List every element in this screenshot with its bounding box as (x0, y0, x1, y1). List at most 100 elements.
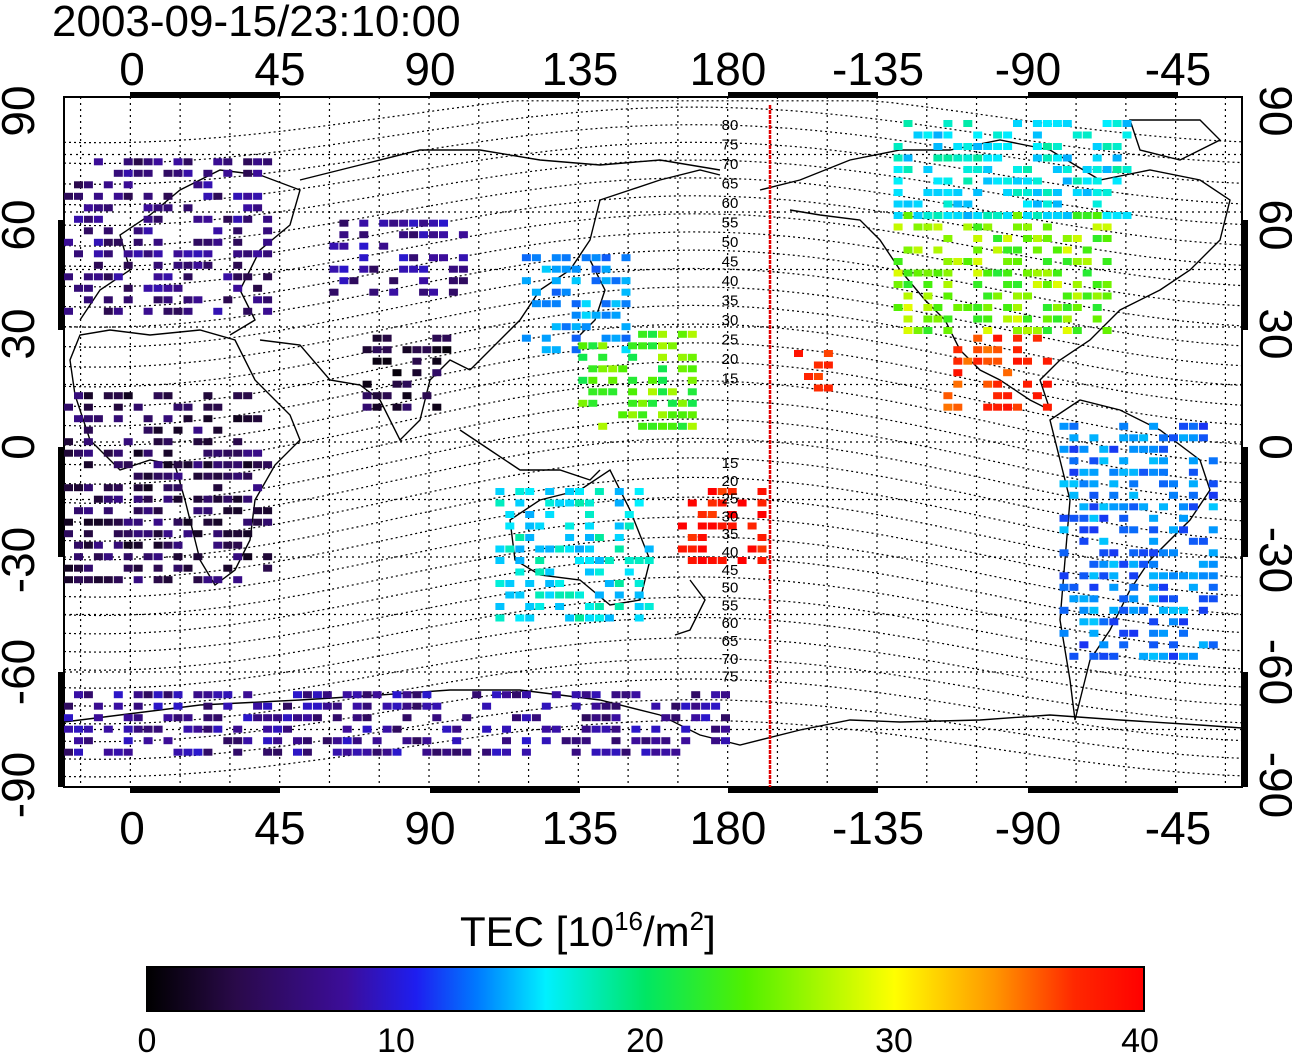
tec-pixel (963, 304, 973, 311)
tec-pixel (624, 511, 634, 518)
tec-pixel (223, 495, 233, 503)
tec-pixel (1079, 468, 1089, 476)
tec-pixel (263, 296, 273, 304)
tec-pixel (1139, 445, 1149, 453)
tec-pixel (1013, 177, 1022, 185)
tec-pixel (651, 725, 661, 733)
tec-pixel (183, 296, 193, 304)
tec-pixel (505, 522, 515, 530)
tec-pixel (452, 748, 462, 756)
tec-pixel (64, 449, 73, 457)
tec-pixel (93, 238, 103, 246)
tec-pixel (1023, 269, 1032, 277)
tec-pixel (973, 281, 983, 288)
tec-pixel (143, 725, 153, 733)
tec-pixel (525, 580, 535, 587)
tec-pixel (531, 714, 541, 722)
tec-pixel (143, 307, 153, 315)
tec-pixel (302, 714, 312, 722)
tec-pixel (332, 702, 342, 710)
frame-tick (728, 787, 878, 793)
tec-pixel (173, 748, 183, 756)
tec-pixel (943, 315, 953, 323)
tec-pixel (717, 499, 727, 507)
tec-pixel (163, 438, 173, 446)
tec-pixel (442, 346, 452, 354)
tec-pixel (621, 288, 631, 296)
tec-pixel (973, 346, 983, 354)
tec-pixel (571, 323, 581, 331)
tec-pixel (585, 499, 594, 507)
tec-pixel (658, 330, 667, 338)
tec-pixel (963, 357, 973, 365)
tec-pixel (737, 557, 747, 564)
tec-pixel (123, 261, 133, 269)
tec-pixel (933, 154, 943, 162)
tec-pixel (611, 691, 621, 699)
tec-pixel (213, 192, 223, 200)
tec-pixel (1069, 514, 1079, 522)
tec-pixel (711, 691, 721, 699)
tec-pixel (103, 725, 113, 733)
tec-pixel (1119, 503, 1129, 511)
tec-pixel (253, 169, 263, 177)
tec-pixel (153, 426, 163, 434)
tec-pixel (1023, 315, 1032, 323)
tec-pixel (903, 120, 913, 127)
tec-pixel (153, 158, 163, 166)
tec-pixel (402, 737, 412, 745)
tec-pixel (677, 422, 687, 430)
tec-pixel (993, 403, 1003, 411)
tec-pixel (594, 591, 604, 599)
contour-line (64, 457, 1242, 542)
tec-pixel (1208, 549, 1218, 557)
tec-pixel (943, 154, 953, 162)
tec-pixel (193, 530, 203, 538)
tec-pixel (585, 603, 594, 610)
tec-pixel (1188, 422, 1198, 430)
tec-pixel (183, 415, 193, 423)
tec-pixel (983, 315, 993, 323)
tec-pixel (1003, 392, 1013, 400)
tec-pixel (638, 399, 648, 407)
tec-pixel (339, 265, 349, 273)
tec-pixel (545, 568, 555, 576)
tec-pixel (143, 553, 153, 561)
tec-pixel (273, 725, 283, 733)
tec-pixel (263, 518, 273, 526)
tec-pixel (173, 564, 183, 572)
tec-pixel (123, 541, 133, 549)
tec-pixel (1208, 595, 1218, 603)
tec-pixel (143, 737, 153, 745)
contour-line (64, 267, 1242, 348)
tec-pixel (565, 534, 575, 541)
tec-pixel (551, 691, 561, 699)
tec-pixel (1072, 292, 1082, 300)
tec-pixel (677, 365, 687, 373)
left-tick-label: -30 (0, 527, 44, 593)
tec-pixel (1129, 480, 1139, 488)
tec-pixel (233, 725, 243, 733)
tec-pixel (611, 300, 621, 308)
tec-pixel (893, 166, 903, 173)
tec-pixel (412, 369, 422, 377)
tec-pixel (133, 541, 143, 549)
tec-pixel (1079, 526, 1089, 534)
tec-pixel (535, 591, 545, 599)
tec-pixel (153, 472, 163, 480)
tec-pixel (243, 192, 253, 200)
tec-pixel (903, 315, 913, 323)
tec-pixel (707, 511, 717, 518)
tec-pixel (707, 522, 717, 530)
tec-pixel (243, 158, 253, 166)
tec-pixel (74, 541, 83, 549)
tec-pixel (153, 250, 163, 258)
tec-pixel (545, 488, 555, 495)
colorbar (146, 966, 1145, 1012)
tec-pixel (213, 238, 223, 246)
tec-pixel (233, 227, 243, 235)
tec-pixel (1072, 304, 1082, 311)
frame-tick (1242, 447, 1248, 557)
tec-pixel (439, 231, 448, 239)
tec-pixel (1169, 491, 1178, 499)
